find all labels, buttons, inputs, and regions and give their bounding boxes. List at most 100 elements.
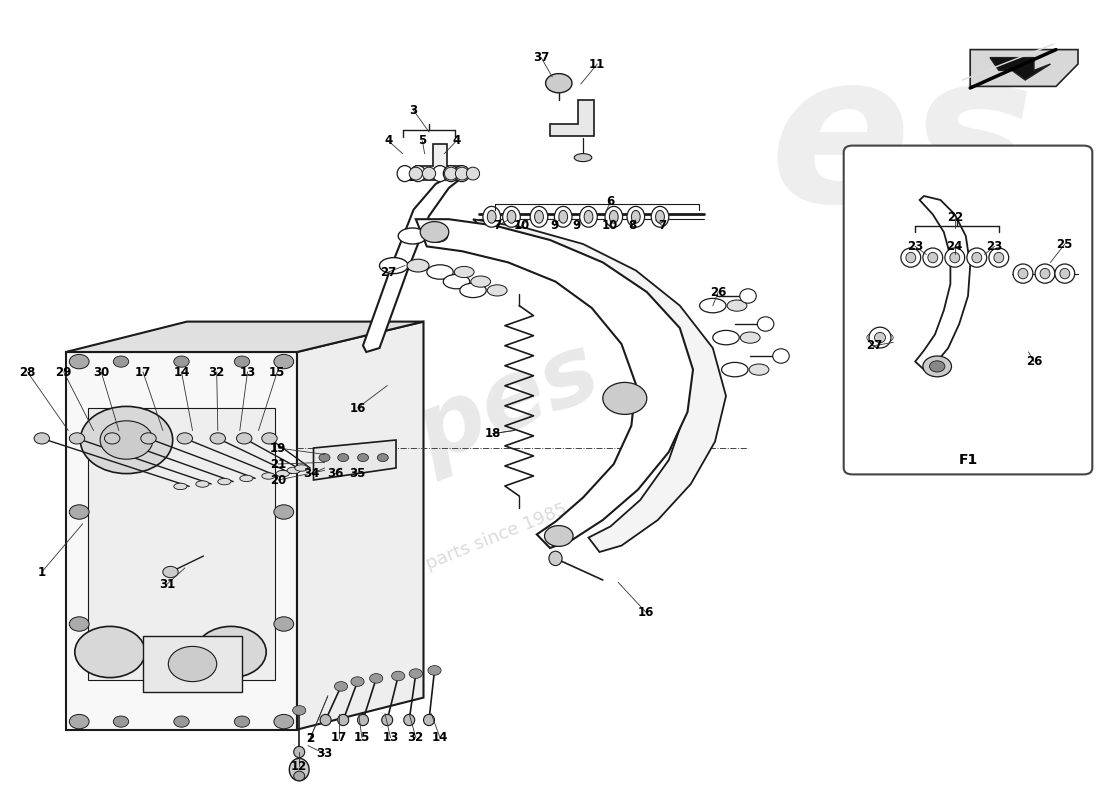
Ellipse shape [262, 473, 275, 479]
Circle shape [392, 671, 405, 681]
Text: 13: 13 [240, 366, 255, 378]
Text: 21: 21 [271, 458, 286, 470]
Circle shape [603, 382, 647, 414]
Text: 35: 35 [350, 467, 365, 480]
Text: 9: 9 [572, 219, 581, 232]
Ellipse shape [549, 551, 562, 566]
Circle shape [930, 361, 945, 372]
Circle shape [80, 406, 173, 474]
Text: 33: 33 [317, 747, 332, 760]
Circle shape [377, 454, 388, 462]
Circle shape [141, 433, 156, 444]
Ellipse shape [287, 467, 300, 474]
Ellipse shape [454, 266, 474, 278]
Ellipse shape [713, 330, 739, 345]
Text: 23: 23 [908, 240, 923, 253]
Circle shape [370, 674, 383, 683]
Ellipse shape [424, 714, 434, 726]
Circle shape [319, 454, 330, 462]
Text: 18: 18 [485, 427, 501, 440]
Ellipse shape [444, 167, 458, 180]
Polygon shape [473, 219, 726, 552]
Circle shape [174, 716, 189, 727]
Circle shape [274, 505, 294, 519]
Ellipse shape [749, 364, 769, 375]
Text: 7: 7 [493, 219, 502, 232]
Ellipse shape [410, 166, 426, 182]
Circle shape [69, 714, 89, 729]
Text: 19: 19 [271, 442, 286, 454]
Ellipse shape [276, 470, 289, 477]
Ellipse shape [773, 349, 790, 363]
Ellipse shape [454, 166, 470, 182]
Ellipse shape [656, 210, 664, 223]
Ellipse shape [757, 317, 774, 331]
Text: 14: 14 [432, 731, 448, 744]
Ellipse shape [289, 758, 309, 781]
Ellipse shape [443, 274, 470, 289]
Text: 31: 31 [160, 578, 175, 590]
Ellipse shape [218, 478, 231, 485]
Text: 20: 20 [271, 474, 286, 486]
Text: 12: 12 [292, 760, 307, 773]
Text: 5: 5 [418, 134, 427, 147]
Ellipse shape [530, 206, 548, 227]
Polygon shape [363, 174, 462, 352]
Circle shape [234, 716, 250, 727]
Ellipse shape [535, 210, 543, 223]
Text: 10: 10 [514, 219, 529, 232]
Text: es: es [769, 43, 1035, 245]
Ellipse shape [397, 166, 412, 182]
Text: F1: F1 [958, 453, 978, 467]
Circle shape [351, 677, 364, 686]
Text: 32: 32 [209, 366, 224, 378]
Text: 3: 3 [409, 104, 418, 117]
Ellipse shape [994, 252, 1004, 262]
Text: 7: 7 [658, 219, 667, 232]
Circle shape [100, 421, 153, 459]
Ellipse shape [196, 481, 209, 487]
Circle shape [428, 666, 441, 675]
Circle shape [409, 669, 422, 678]
Text: 22: 22 [947, 211, 962, 224]
Ellipse shape [1059, 268, 1069, 279]
Text: 16: 16 [350, 402, 365, 414]
Ellipse shape [422, 167, 436, 180]
Text: 29: 29 [56, 366, 72, 378]
Ellipse shape [294, 746, 305, 758]
Circle shape [75, 626, 145, 678]
Circle shape [274, 714, 294, 729]
Polygon shape [915, 196, 970, 370]
Ellipse shape [295, 465, 308, 471]
Ellipse shape [174, 483, 187, 490]
Text: 26: 26 [1026, 355, 1042, 368]
Ellipse shape [338, 714, 349, 726]
Ellipse shape [487, 285, 507, 296]
Polygon shape [550, 100, 594, 136]
Circle shape [104, 433, 120, 444]
Circle shape [177, 433, 192, 444]
Ellipse shape [722, 362, 748, 377]
Bar [143, 636, 242, 692]
Text: europes: europes [179, 325, 613, 571]
Ellipse shape [923, 248, 943, 267]
Text: 15: 15 [270, 366, 285, 378]
Text: 37: 37 [534, 51, 549, 64]
FancyBboxPatch shape [844, 146, 1092, 474]
Ellipse shape [740, 332, 760, 343]
Ellipse shape [427, 265, 453, 279]
Polygon shape [970, 50, 1078, 86]
Text: 24: 24 [947, 240, 962, 253]
Ellipse shape [443, 166, 459, 182]
Ellipse shape [503, 206, 520, 227]
Ellipse shape [584, 210, 593, 223]
Polygon shape [66, 352, 297, 730]
Ellipse shape [700, 298, 726, 313]
Ellipse shape [874, 333, 886, 342]
Text: 4: 4 [384, 134, 393, 147]
Text: 34: 34 [304, 467, 319, 480]
Text: 1: 1 [37, 566, 46, 578]
Polygon shape [314, 440, 396, 480]
Ellipse shape [1013, 264, 1033, 283]
Text: 27: 27 [867, 339, 882, 352]
